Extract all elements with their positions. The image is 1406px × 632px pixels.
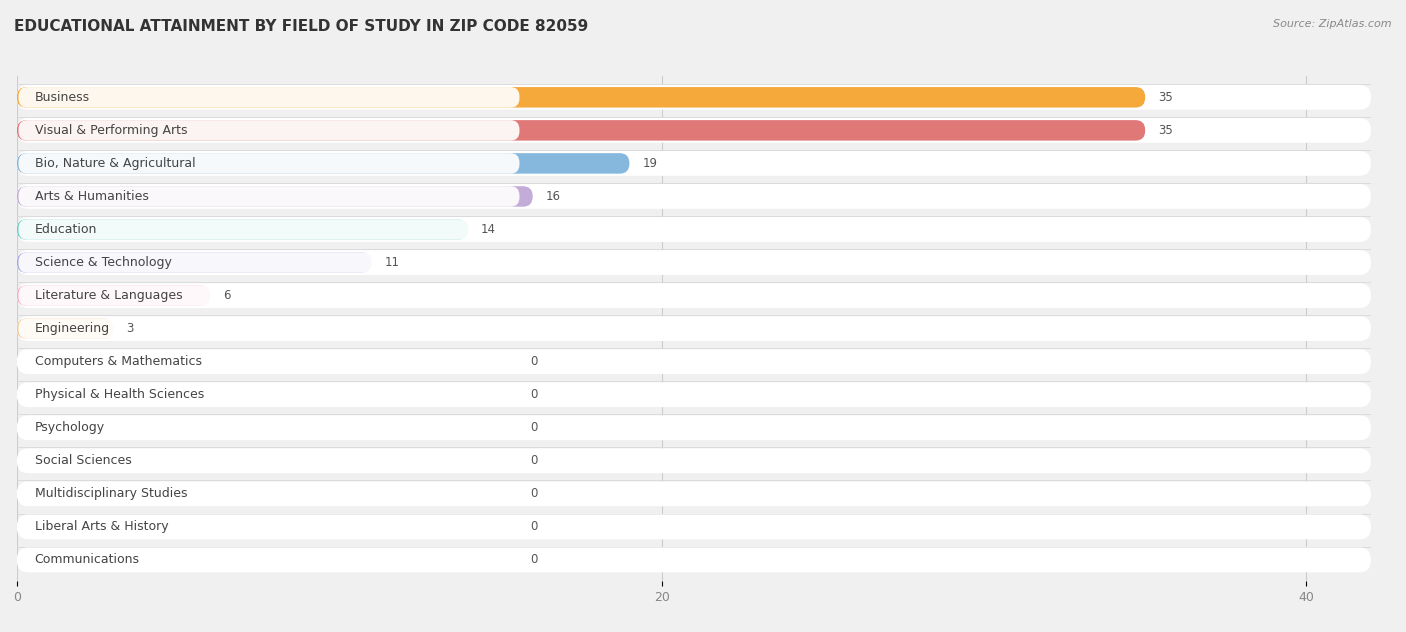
Text: 0: 0	[530, 554, 538, 566]
FancyBboxPatch shape	[18, 550, 519, 570]
FancyBboxPatch shape	[18, 252, 519, 273]
Text: Source: ZipAtlas.com: Source: ZipAtlas.com	[1274, 19, 1392, 29]
FancyBboxPatch shape	[18, 153, 519, 174]
Text: 14: 14	[481, 223, 496, 236]
Text: Psychology: Psychology	[35, 422, 104, 434]
FancyBboxPatch shape	[17, 449, 1371, 473]
FancyBboxPatch shape	[17, 482, 1371, 506]
FancyBboxPatch shape	[17, 184, 1371, 209]
FancyBboxPatch shape	[18, 418, 519, 438]
Text: 0: 0	[530, 388, 538, 401]
FancyBboxPatch shape	[18, 384, 519, 405]
Text: Physical & Health Sciences: Physical & Health Sciences	[35, 388, 204, 401]
Text: 0: 0	[530, 487, 538, 501]
Text: Arts & Humanities: Arts & Humanities	[35, 190, 149, 203]
Text: Science & Technology: Science & Technology	[35, 256, 172, 269]
FancyBboxPatch shape	[17, 514, 1371, 539]
Text: EDUCATIONAL ATTAINMENT BY FIELD OF STUDY IN ZIP CODE 82059: EDUCATIONAL ATTAINMENT BY FIELD OF STUDY…	[14, 19, 588, 34]
FancyBboxPatch shape	[18, 451, 519, 471]
Text: Literature & Languages: Literature & Languages	[35, 289, 183, 302]
FancyBboxPatch shape	[18, 351, 519, 372]
Text: 35: 35	[1159, 124, 1173, 137]
FancyBboxPatch shape	[17, 319, 114, 339]
FancyBboxPatch shape	[17, 186, 533, 207]
FancyBboxPatch shape	[17, 118, 1371, 143]
FancyBboxPatch shape	[18, 319, 519, 339]
Text: 0: 0	[530, 520, 538, 533]
FancyBboxPatch shape	[17, 316, 1371, 341]
Text: Education: Education	[35, 223, 97, 236]
Text: Engineering: Engineering	[35, 322, 110, 335]
FancyBboxPatch shape	[18, 87, 519, 107]
Text: 0: 0	[530, 355, 538, 368]
FancyBboxPatch shape	[17, 349, 1371, 374]
Text: 0: 0	[530, 454, 538, 467]
FancyBboxPatch shape	[17, 120, 1144, 140]
Text: Social Sciences: Social Sciences	[35, 454, 131, 467]
Text: 16: 16	[546, 190, 561, 203]
Text: Multidisciplinary Studies: Multidisciplinary Studies	[35, 487, 187, 501]
Text: Computers & Mathematics: Computers & Mathematics	[35, 355, 201, 368]
Text: Visual & Performing Arts: Visual & Performing Arts	[35, 124, 187, 137]
Text: 6: 6	[224, 289, 231, 302]
FancyBboxPatch shape	[18, 219, 519, 240]
FancyBboxPatch shape	[18, 286, 519, 306]
FancyBboxPatch shape	[17, 87, 1144, 107]
Text: 19: 19	[643, 157, 657, 170]
Text: 0: 0	[530, 422, 538, 434]
FancyBboxPatch shape	[17, 85, 1371, 110]
FancyBboxPatch shape	[17, 252, 371, 273]
Text: Communications: Communications	[35, 554, 139, 566]
Text: Business: Business	[35, 91, 90, 104]
FancyBboxPatch shape	[18, 186, 519, 207]
FancyBboxPatch shape	[17, 547, 1371, 573]
FancyBboxPatch shape	[17, 283, 1371, 308]
Text: 3: 3	[127, 322, 134, 335]
Text: 11: 11	[384, 256, 399, 269]
FancyBboxPatch shape	[17, 415, 1371, 440]
FancyBboxPatch shape	[17, 151, 1371, 176]
Text: 35: 35	[1159, 91, 1173, 104]
FancyBboxPatch shape	[17, 250, 1371, 275]
Text: Liberal Arts & History: Liberal Arts & History	[35, 520, 169, 533]
FancyBboxPatch shape	[17, 286, 211, 306]
FancyBboxPatch shape	[18, 120, 519, 140]
FancyBboxPatch shape	[18, 517, 519, 537]
FancyBboxPatch shape	[17, 153, 630, 174]
FancyBboxPatch shape	[17, 217, 1371, 242]
FancyBboxPatch shape	[18, 483, 519, 504]
Text: Bio, Nature & Agricultural: Bio, Nature & Agricultural	[35, 157, 195, 170]
FancyBboxPatch shape	[17, 219, 468, 240]
FancyBboxPatch shape	[17, 382, 1371, 407]
